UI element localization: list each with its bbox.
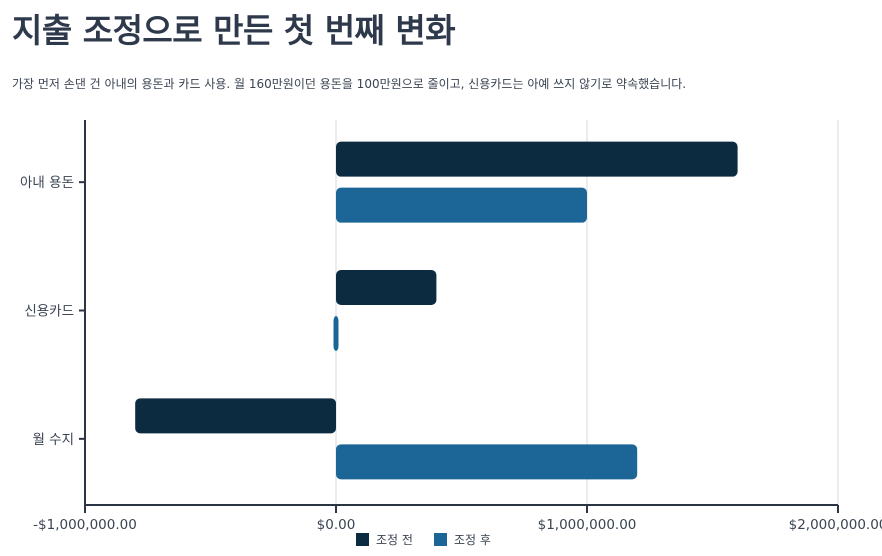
legend-label: 조정 전	[376, 533, 413, 547]
bar-before	[336, 270, 437, 305]
category-label: 아내 용돈	[20, 175, 74, 191]
bar-after	[336, 187, 587, 223]
chart-title: 지출 조정으로 만든 첫 번째 변화	[12, 11, 456, 50]
bar-after	[336, 444, 638, 480]
x-tick-label: $0.00	[317, 517, 356, 533]
chart-subtitle: 가장 먼저 손댄 건 아내의 용돈과 카드 사용. 월 160만원이던 용돈을 …	[12, 77, 687, 91]
bar-before	[135, 398, 336, 434]
bar-before	[336, 141, 738, 177]
x-tick-label: $1,000,000.00	[538, 517, 637, 533]
legend-swatch	[356, 533, 369, 546]
legend-swatch	[434, 533, 447, 546]
x-tick-label: $2,000,000.00	[789, 517, 882, 533]
x-tick-label: -$1,000,000.00	[33, 517, 137, 533]
category-label: 월 수지	[32, 432, 74, 448]
legend-label: 조정 후	[454, 533, 491, 547]
category-label: 신용카드	[24, 304, 74, 320]
bar-after	[333, 316, 339, 351]
